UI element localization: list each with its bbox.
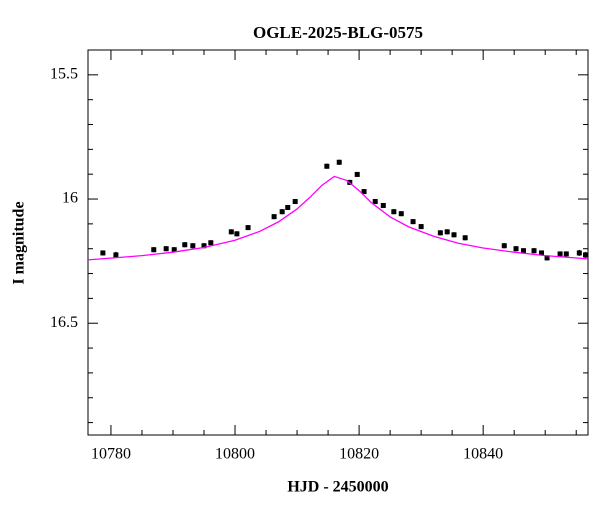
data-point bbox=[336, 159, 342, 165]
y-tick-label: 15.5 bbox=[50, 66, 78, 83]
x-axis-label: HJD - 2450000 bbox=[287, 479, 388, 496]
data-point bbox=[583, 252, 589, 258]
data-point bbox=[208, 240, 214, 246]
data-point bbox=[324, 163, 330, 169]
data-point bbox=[279, 209, 285, 215]
plot-frame bbox=[87, 49, 589, 436]
data-point bbox=[501, 243, 507, 249]
data-point bbox=[151, 247, 157, 253]
y-tick-label: 16.5 bbox=[50, 314, 78, 331]
data-point bbox=[245, 225, 251, 231]
data-point bbox=[398, 211, 404, 217]
data-point bbox=[113, 252, 119, 258]
data-point bbox=[100, 250, 106, 256]
data-point bbox=[513, 246, 519, 252]
data-point bbox=[372, 199, 378, 205]
data-point bbox=[410, 219, 416, 225]
data-point bbox=[171, 247, 177, 253]
data-point bbox=[271, 214, 277, 220]
data-point bbox=[437, 230, 443, 236]
x-tick-label: 10840 bbox=[463, 446, 503, 463]
data-point bbox=[451, 232, 457, 238]
data-point bbox=[520, 248, 526, 254]
data-point bbox=[361, 189, 367, 195]
x-tick-label: 10780 bbox=[91, 446, 131, 463]
x-tick-label: 10820 bbox=[339, 446, 379, 463]
data-point bbox=[531, 248, 537, 254]
data-point bbox=[163, 246, 169, 252]
chart-title: OGLE-2025-BLG-0575 bbox=[253, 23, 423, 42]
data-point bbox=[576, 250, 582, 256]
data-point bbox=[391, 209, 397, 215]
data-point bbox=[538, 250, 544, 256]
y-axis-label: I magnitude bbox=[11, 201, 28, 284]
data-point bbox=[462, 235, 468, 241]
y-tick-label: 16 bbox=[62, 190, 78, 207]
data-point bbox=[563, 251, 569, 257]
data-point bbox=[190, 243, 196, 249]
data-point bbox=[292, 199, 298, 205]
data-point bbox=[544, 255, 550, 261]
data-point bbox=[228, 229, 234, 235]
data-point bbox=[354, 171, 360, 177]
data-point bbox=[444, 229, 450, 235]
data-point bbox=[234, 231, 240, 237]
data-point bbox=[418, 224, 424, 230]
data-point bbox=[285, 204, 291, 210]
data-point bbox=[557, 251, 563, 257]
data-point bbox=[380, 202, 386, 208]
data-point bbox=[201, 243, 207, 249]
model-curve bbox=[87, 175, 589, 261]
x-tick-label: 10800 bbox=[215, 446, 255, 463]
data-point bbox=[182, 242, 188, 248]
